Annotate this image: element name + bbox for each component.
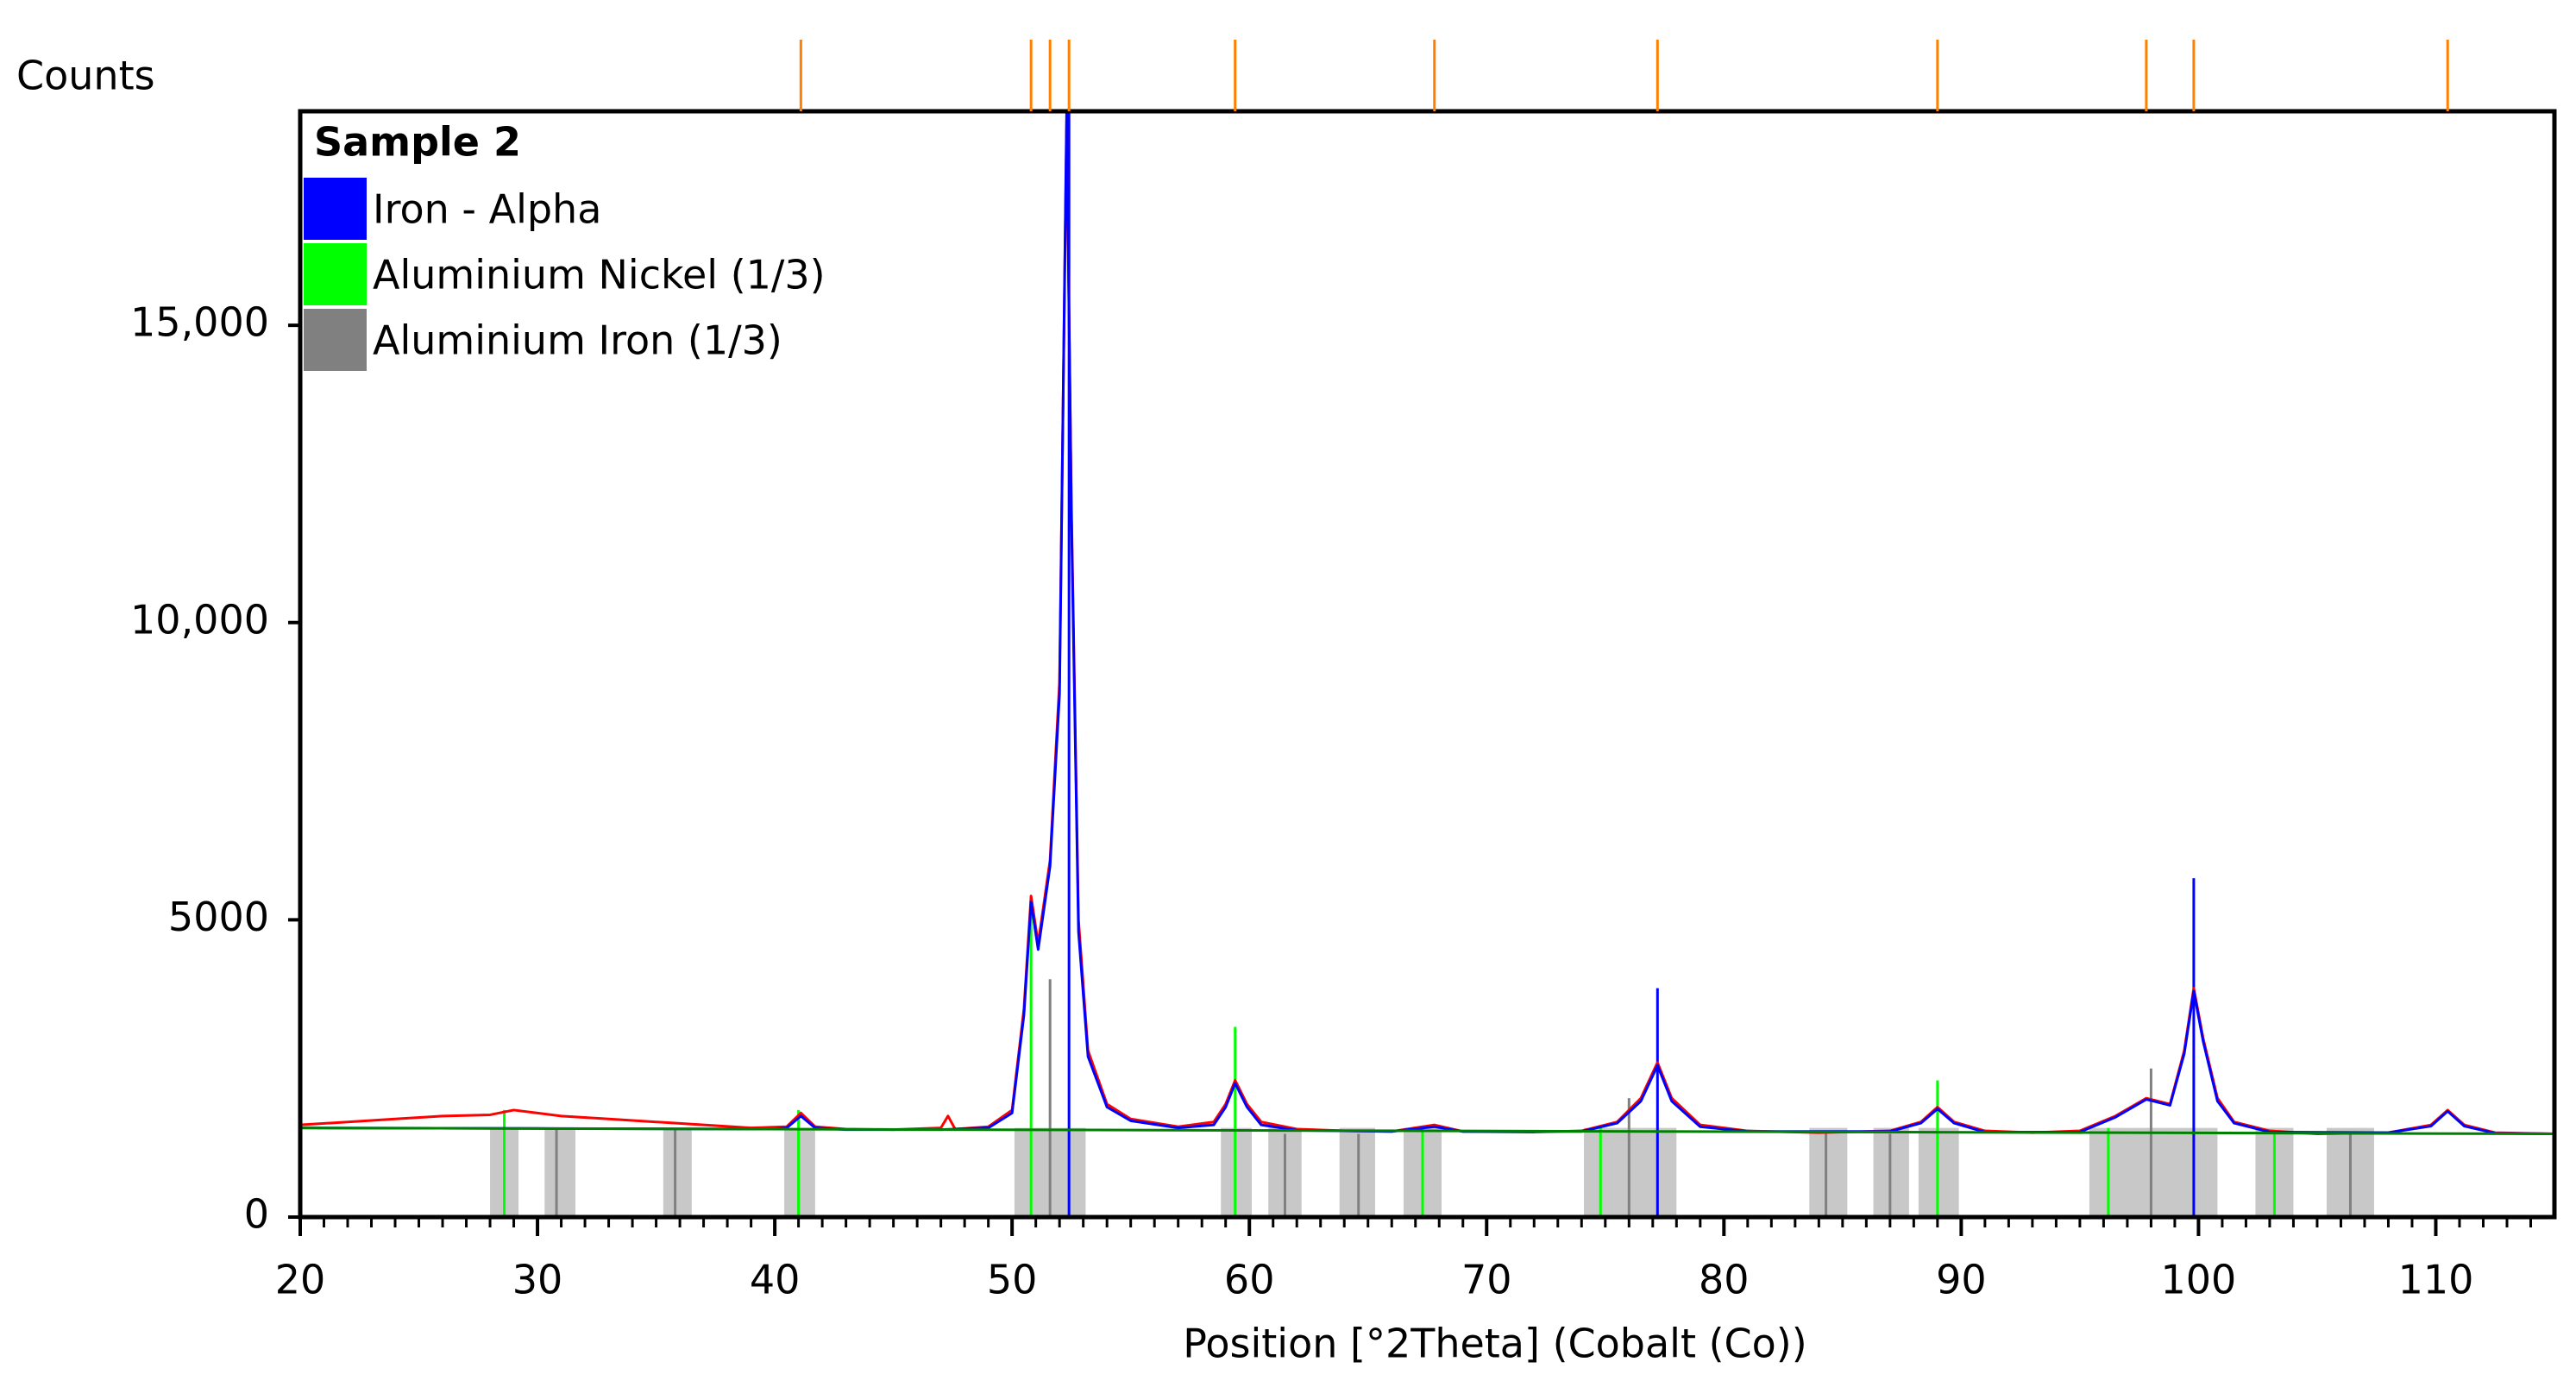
y-tick-label: 5000: [168, 894, 269, 940]
legend-swatch: [304, 178, 367, 240]
x-tick-label: 20: [275, 1257, 326, 1303]
legend-swatch: [304, 243, 367, 305]
band: [663, 1127, 692, 1217]
profile-line: [299, 1127, 2555, 1136]
band: [1809, 1127, 1848, 1217]
legend-label: Aluminium Iron (1/3): [373, 317, 782, 364]
legend-label: Aluminium Nickel (1/3): [373, 252, 826, 298]
x-tick-label: 70: [1461, 1257, 1512, 1303]
band: [2089, 1127, 2218, 1217]
y-tick-label: 15,000: [130, 299, 269, 346]
x-tick-label: 100: [2161, 1257, 2237, 1303]
x-tick-label: 80: [1699, 1257, 1750, 1303]
band: [544, 1127, 576, 1217]
x-tick-label: 50: [987, 1257, 1038, 1303]
legend-title: Sample 2: [314, 119, 521, 166]
y-tick-label: 0: [244, 1191, 269, 1238]
legend-swatch: [304, 309, 367, 371]
x-axis-label: Position [°2Theta] (Cobalt (Co)): [1183, 1321, 1806, 1367]
x-tick-label: 60: [1224, 1257, 1275, 1303]
legend-label: Iron - Alpha: [373, 186, 601, 233]
x-tick-label: 40: [750, 1257, 801, 1303]
profile-line: [299, 110, 2555, 1136]
y-axis-label: Counts: [16, 53, 155, 99]
plot-frame: [298, 109, 2557, 1220]
x-tick-label: 90: [1936, 1257, 1987, 1303]
y-tick-label: 10,000: [130, 596, 269, 643]
x-tick-label: 30: [512, 1257, 563, 1303]
x-tick-label: 110: [2398, 1257, 2474, 1303]
